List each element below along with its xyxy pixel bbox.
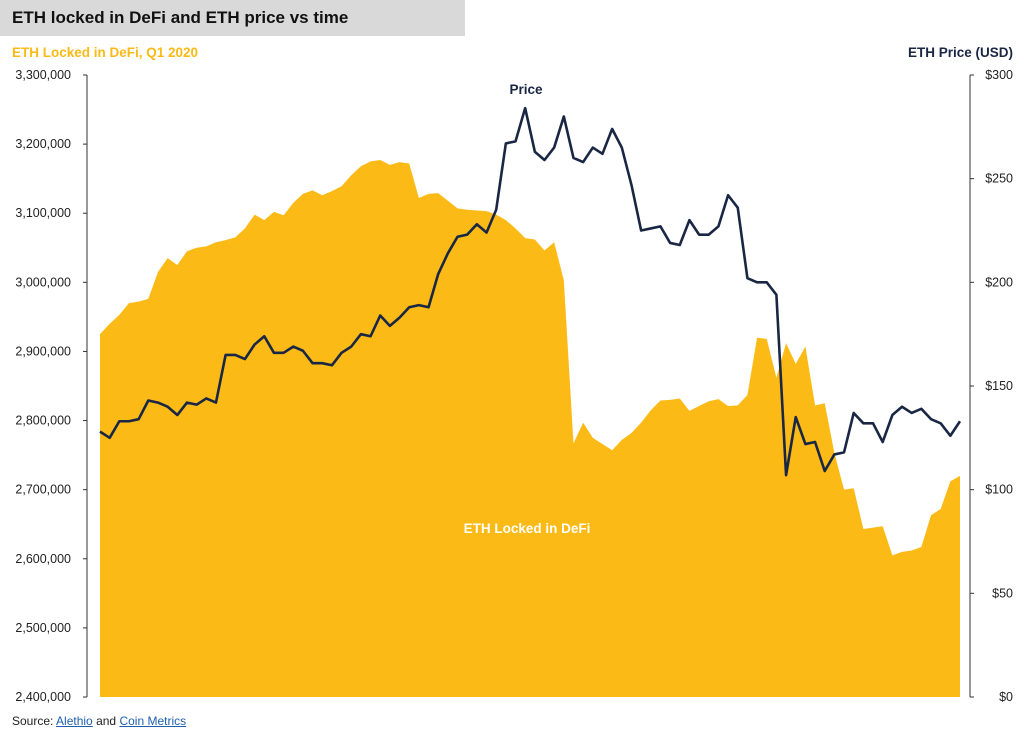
- left-axis-title: ETH Locked in DeFi, Q1 2020: [12, 45, 198, 60]
- source-link-alethio[interactable]: Alethio: [56, 714, 93, 728]
- source-note: Source: Alethio and Coin Metrics: [12, 714, 186, 728]
- right-axis: $0 $50 $100 $150 $200 $250 $300: [969, 68, 1013, 704]
- source-conjunction: and: [92, 714, 120, 728]
- left-tick-label: 2,500,000: [15, 621, 71, 635]
- title-bar: ETH locked in DeFi and ETH price vs time: [0, 0, 465, 36]
- left-tick-label: 3,100,000: [15, 206, 71, 220]
- chart-title: ETH locked in DeFi and ETH price vs time: [12, 8, 349, 27]
- left-tick-label: 3,200,000: [15, 137, 71, 151]
- left-tick-label: 2,600,000: [15, 552, 71, 566]
- right-tick-label: $150: [985, 379, 1013, 393]
- right-axis-title: ETH Price (USD): [908, 45, 1013, 60]
- right-tick-label: $50: [992, 586, 1013, 600]
- price-series-label: Price: [509, 82, 543, 97]
- right-tick-label: $0: [999, 690, 1013, 704]
- plot-area: ETH Locked in DeFi Price: [99, 82, 962, 697]
- left-tick-label: 3,300,000: [15, 68, 71, 82]
- right-tick-label: $300: [985, 68, 1013, 82]
- left-tick-label: 2,400,000: [15, 690, 71, 704]
- left-tick-label: 2,700,000: [15, 483, 71, 497]
- right-tick-label: $200: [985, 275, 1013, 289]
- left-tick-label: 3,000,000: [15, 275, 71, 289]
- area-series-label: ETH Locked in DeFi: [464, 521, 591, 536]
- eth-locked-area: [100, 160, 960, 697]
- source-link-coin-metrics[interactable]: Coin Metrics: [119, 714, 187, 728]
- left-tick-label: 2,900,000: [15, 344, 71, 358]
- price-line: [99, 106, 962, 477]
- right-tick-label: $100: [985, 483, 1013, 497]
- source-prefix: Source:: [12, 714, 57, 728]
- right-tick-label: $250: [985, 172, 1013, 186]
- left-tick-label: 2,800,000: [15, 414, 71, 428]
- left-axis: 2,400,000 2,500,000 2,600,000 2,700,000 2,80…: [15, 68, 88, 704]
